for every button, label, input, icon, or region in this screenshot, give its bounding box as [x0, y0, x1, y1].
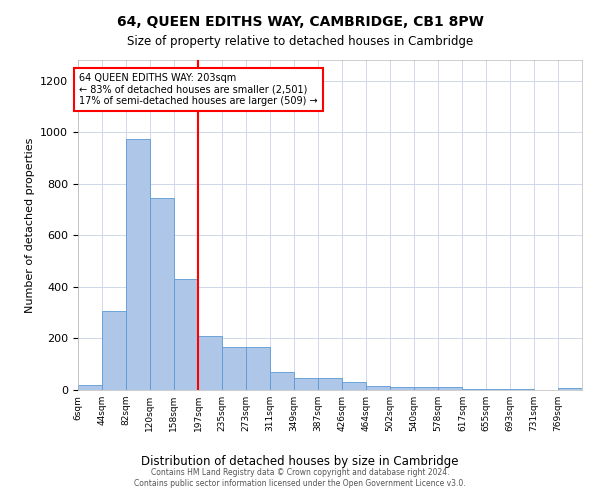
Bar [78, 385, 102, 390]
Bar [198, 336, 222, 390]
Bar [246, 348, 270, 390]
Bar [366, 386, 390, 390]
Bar [414, 388, 438, 390]
Y-axis label: Number of detached properties: Number of detached properties [25, 138, 35, 312]
Bar [390, 387, 414, 390]
Bar [438, 388, 462, 390]
Bar [173, 279, 197, 390]
Text: Size of property relative to detached houses in Cambridge: Size of property relative to detached ho… [127, 35, 473, 48]
Bar [150, 198, 173, 390]
Bar [102, 312, 126, 390]
Bar [222, 348, 246, 390]
Bar [463, 388, 487, 390]
Bar [558, 388, 582, 390]
Bar [342, 382, 366, 390]
Bar [487, 389, 510, 390]
Text: 64 QUEEN EDITHS WAY: 203sqm
← 83% of detached houses are smaller (2,501)
17% of : 64 QUEEN EDITHS WAY: 203sqm ← 83% of det… [79, 73, 318, 106]
Text: Contains HM Land Registry data © Crown copyright and database right 2024.
Contai: Contains HM Land Registry data © Crown c… [134, 468, 466, 487]
Bar [294, 378, 318, 390]
Text: Distribution of detached houses by size in Cambridge: Distribution of detached houses by size … [141, 455, 459, 468]
Bar [270, 372, 294, 390]
Bar [318, 378, 341, 390]
Bar [126, 138, 150, 390]
Text: 64, QUEEN EDITHS WAY, CAMBRIDGE, CB1 8PW: 64, QUEEN EDITHS WAY, CAMBRIDGE, CB1 8PW [116, 15, 484, 29]
